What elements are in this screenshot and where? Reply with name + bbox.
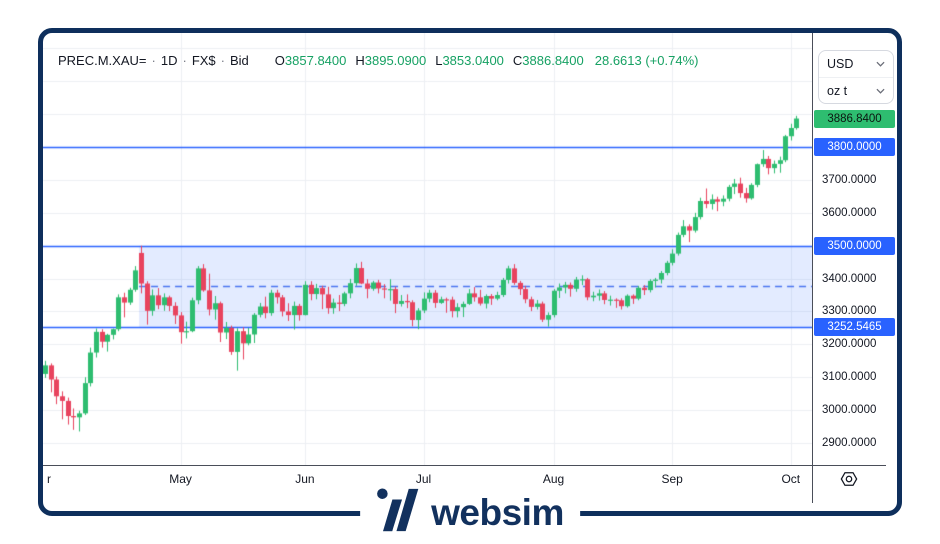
websim-wordmark: websim xyxy=(431,492,564,533)
candlestick-chart-canvas[interactable] xyxy=(43,33,812,465)
ohlc-item: L3853.0400 xyxy=(435,53,504,68)
timeframe-label[interactable]: 1D xyxy=(160,53,178,68)
time-axis-separator xyxy=(43,465,886,466)
ohlc-letter: C xyxy=(512,53,523,68)
level-price-badge[interactable]: 3252.5465 xyxy=(814,318,895,337)
ohlc-letter: H xyxy=(355,53,365,68)
time-scale-label: Aug xyxy=(542,472,565,486)
ohlc-item: H3895.0900 xyxy=(355,53,426,68)
legend-separator: · xyxy=(220,53,225,68)
price-scale-label: 3200.0000 xyxy=(822,338,877,351)
ohlc-item: O3857.8400 xyxy=(275,53,347,68)
price-scale-label: 2900.0000 xyxy=(822,436,877,449)
time-scale-label: r xyxy=(47,472,51,486)
currency-value: USD xyxy=(827,57,854,71)
symbol-name[interactable]: PREC.M.XAU= xyxy=(58,53,147,68)
time-scale-label: Sep xyxy=(661,472,683,486)
price-scale-label: 3100.0000 xyxy=(822,371,877,384)
price-type-label: Bid xyxy=(230,53,249,68)
chevron-down-icon xyxy=(876,61,885,67)
level-price-badge[interactable]: 3800.0000 xyxy=(814,138,895,157)
ohlc-value: 3895.0900 xyxy=(364,53,427,68)
ohlc-item: C3886.8400 xyxy=(513,53,584,68)
price-axis-separator xyxy=(812,33,813,503)
feed-label: FX$ xyxy=(191,53,216,68)
time-scale-label: May xyxy=(169,472,192,486)
ohlc-letter: L xyxy=(435,53,443,68)
price-scale-label: 3300.0000 xyxy=(822,305,877,318)
legend-separator: · xyxy=(151,53,156,68)
axis-unit-selector: USD oz t xyxy=(818,50,894,104)
price-scale-label: 3600.0000 xyxy=(822,206,877,219)
level-price-badge[interactable]: 3500.0000 xyxy=(814,236,895,255)
price-scale-label: 3400.0000 xyxy=(822,272,877,285)
unit-value: oz t xyxy=(827,84,848,98)
ohlc-value: 3853.0400 xyxy=(442,53,504,68)
ohlc-letter: O xyxy=(274,53,285,68)
price-scale-label: 3700.0000 xyxy=(822,173,877,186)
price-scale-label: 3000.0000 xyxy=(822,404,877,417)
websim-logo[interactable]: websim xyxy=(360,487,580,533)
change-value: 28.6613 (+0.74%) xyxy=(594,53,699,68)
chart-legend: PREC.M.XAU= · 1D · FX$ · Bid O3857.8400 H… xyxy=(58,53,698,68)
ohlc-value: 3857.8400 xyxy=(284,53,347,68)
ohlc-values: O3857.8400 H3895.0900 L3853.0400 C3886.8400 xyxy=(275,53,593,68)
last-price-badge: 3886.8400 xyxy=(814,109,895,128)
time-scale-label: Oct xyxy=(781,472,801,486)
legend-separator: · xyxy=(182,53,187,68)
price-scale-settings-icon[interactable] xyxy=(840,471,858,487)
unit-dropdown[interactable]: oz t xyxy=(819,77,893,104)
chevron-down-icon xyxy=(876,88,885,94)
websim-mark-icon xyxy=(377,488,419,532)
ohlc-value: 3886.8400 xyxy=(522,53,584,68)
currency-dropdown[interactable]: USD xyxy=(819,51,893,77)
time-scale-label: Jun xyxy=(295,472,315,486)
time-scale-label: Jul xyxy=(415,472,432,486)
